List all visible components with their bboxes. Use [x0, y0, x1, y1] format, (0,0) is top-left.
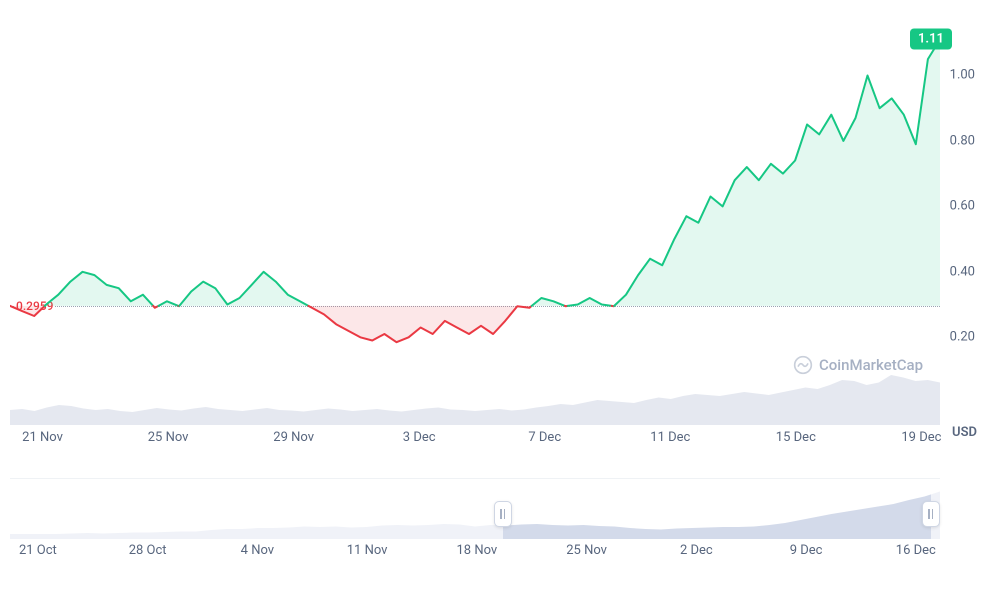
x-tick-label: 3 Dec	[403, 430, 436, 445]
range-x-tick-label: 21 Oct	[19, 543, 57, 558]
y-tick-label: 0.40	[950, 264, 975, 279]
x-tick-label: 15 Dec	[776, 430, 816, 445]
range-x-axis: 21 Oct 28 Oct 4 Nov 11 Nov 18 Nov 25 Nov 2 Dec…	[10, 543, 940, 563]
volume-chart	[10, 375, 940, 425]
x-tick-label: 29 Nov	[273, 430, 314, 445]
range-mask-left	[10, 489, 503, 539]
y-tick-label: 1.00	[950, 68, 975, 83]
y-tick-label: 0.20	[950, 330, 975, 345]
y-tick-label: 0.80	[950, 133, 975, 148]
price-chart[interactable]	[10, 10, 940, 370]
x-tick-label: 25 Nov	[148, 430, 189, 445]
watermark: CoinMarketCap	[793, 355, 923, 375]
range-x-tick-label: 25 Nov	[566, 543, 607, 558]
range-x-tick-label: 28 Oct	[129, 543, 167, 558]
x-tick-label: 7 Dec	[528, 430, 561, 445]
x-tick-label: 21 Nov	[22, 430, 63, 445]
range-x-tick-label: 9 Dec	[790, 543, 823, 558]
range-x-tick-label: 4 Nov	[241, 543, 274, 558]
range-x-tick-label: 18 Nov	[456, 543, 497, 558]
range-selector[interactable]: 21 Oct 28 Oct 4 Nov 11 Nov 18 Nov 25 Nov 2 Dec…	[10, 478, 940, 568]
y-axis-unit: USD	[952, 425, 977, 440]
y-tick-label: 0.60	[950, 199, 975, 214]
range-x-tick-label: 16 Dec	[896, 543, 936, 558]
y-axis: 0.20 0.40 0.60 0.80 1.00	[940, 10, 983, 440]
x-tick-label: 19 Dec	[901, 430, 941, 445]
x-axis: 21 Nov 25 Nov 29 Nov 3 Dec 7 Dec 11 Dec 15 Dec…	[10, 430, 940, 450]
range-x-tick-label: 11 Nov	[347, 543, 388, 558]
coinmarketcap-icon	[793, 355, 813, 375]
watermark-text: CoinMarketCap	[819, 356, 923, 374]
range-handle-start[interactable]	[494, 501, 512, 527]
range-x-tick-label: 2 Dec	[680, 543, 713, 558]
x-tick-label: 11 Dec	[650, 430, 690, 445]
range-handle-end[interactable]	[922, 501, 940, 527]
